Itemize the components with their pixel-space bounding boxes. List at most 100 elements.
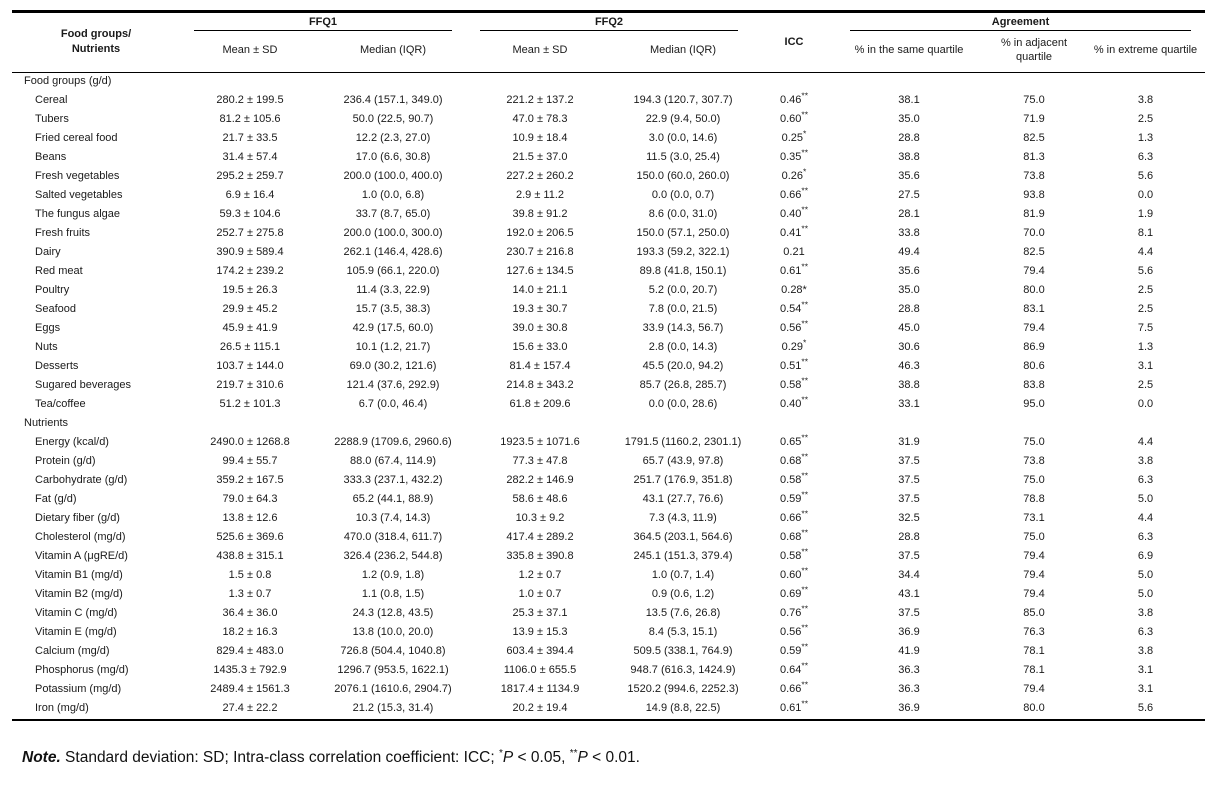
extreme-quartile-cell: 7.5 bbox=[1137, 322, 1154, 335]
ffq2-median-iqr-cell: 251.7 (176.9, 351.8) bbox=[633, 474, 733, 487]
column-header-ffq1-median-iqr: Median (IQR) bbox=[359, 44, 427, 57]
row-label: Calcium (mg/d) bbox=[35, 645, 110, 658]
column-group-agreement: Agreement bbox=[836, 12, 1205, 31]
icc-significance-stars: ** bbox=[801, 148, 809, 158]
adjacent-quartile-cell: 78.1 bbox=[1023, 664, 1045, 677]
extreme-quartile-cell: 2.5 bbox=[1137, 379, 1154, 392]
same-quartile-cell: 36.9 bbox=[898, 626, 920, 639]
ffq1-median-iqr-cell: 2288.9 (1709.6, 2960.6) bbox=[334, 436, 452, 449]
ffq1-median-iqr-cell: 17.0 (6.6, 30.8) bbox=[355, 151, 431, 164]
adjacent-quartile-cell: 73.8 bbox=[1023, 170, 1045, 183]
ffq2-median-iqr-cell: 89.8 (41.8, 150.1) bbox=[639, 265, 727, 278]
same-quartile-cell: 28.1 bbox=[898, 208, 920, 221]
ffq1-mean-sd-cell: 21.7 ± 33.5 bbox=[222, 132, 278, 145]
ffq1-median-iqr-cell: 1.2 (0.9, 1.8) bbox=[361, 569, 425, 582]
icc-significance-stars: ** bbox=[801, 528, 809, 538]
adjacent-quartile-cell: 79.4 bbox=[1023, 550, 1045, 563]
row-label: Fat (g/d) bbox=[35, 493, 77, 506]
row-label: Dietary fiber (g/d) bbox=[35, 512, 120, 525]
table-row: Dairy 390.9 ± 589.4 262.1 (146.4, 428.6) 23… bbox=[12, 244, 1205, 263]
row-label: Red meat bbox=[35, 265, 83, 278]
adjacent-quartile-cell: 81.3 bbox=[1023, 151, 1045, 164]
table-row: Poultry 19.5 ± 26.3 11.4 (3.3, 22.9) 14.0 ±… bbox=[12, 282, 1205, 301]
icc-cell: 0.54** bbox=[779, 300, 809, 316]
ffq1-mean-sd-cell: 19.5 ± 26.3 bbox=[222, 284, 278, 297]
ffq2-median-iqr-cell: 0.9 (0.6, 1.2) bbox=[651, 588, 715, 601]
row-label: Desserts bbox=[35, 360, 79, 373]
table-row: Cereal 280.2 ± 199.5 236.4 (157.1, 349.0) 2… bbox=[12, 92, 1205, 111]
ffq1-group-label: FFQ1 bbox=[194, 13, 452, 31]
ffq2-mean-sd-cell: 47.0 ± 78.3 bbox=[512, 113, 568, 126]
adjacent-quartile-cell: 82.5 bbox=[1023, 246, 1045, 259]
ffq2-mean-sd-cell: 214.8 ± 343.2 bbox=[506, 379, 574, 392]
icc-cell: 0.28* bbox=[781, 284, 807, 297]
ffq2-mean-sd-cell: 227.2 ± 260.2 bbox=[506, 170, 574, 183]
ffq1-mean-sd-cell: 280.2 ± 199.5 bbox=[216, 94, 284, 107]
adjacent-quartile-cell: 80.0 bbox=[1023, 284, 1045, 297]
table-row: Fresh fruits 252.7 ± 275.8 200.0 (100.0, 3… bbox=[12, 225, 1205, 244]
table-row: Beans 31.4 ± 57.4 17.0 (6.6, 30.8) 21.5 ± 3… bbox=[12, 149, 1205, 168]
adjacent-quartile-cell: 78.8 bbox=[1023, 493, 1045, 506]
ffq1-median-iqr-cell: 326.4 (236.2, 544.8) bbox=[343, 550, 443, 563]
agreement-group-label: Agreement bbox=[850, 13, 1192, 31]
extreme-quartile-cell: 5.6 bbox=[1137, 702, 1154, 715]
ffq1-median-iqr-cell: 65.2 (44.1, 88.9) bbox=[352, 493, 434, 506]
ffq2-median-iqr-cell: 0.0 (0.0, 28.6) bbox=[648, 398, 718, 411]
same-quartile-cell: 36.3 bbox=[898, 683, 920, 696]
same-quartile-cell: 37.5 bbox=[898, 607, 920, 620]
row-label: Beans bbox=[35, 151, 67, 164]
ffq1-mean-sd-cell: 359.2 ± 167.5 bbox=[216, 474, 284, 487]
ffq2-median-iqr-cell: 33.9 (14.3, 56.7) bbox=[642, 322, 724, 335]
ffq2-median-iqr-cell: 245.1 (151.3, 379.4) bbox=[633, 550, 733, 563]
icc-cell: 0.59** bbox=[779, 642, 809, 658]
ffq2-mean-sd-cell: 14.0 ± 21.1 bbox=[512, 284, 568, 297]
ffq2-mean-sd-cell: 19.3 ± 30.7 bbox=[512, 303, 568, 316]
ffq1-median-iqr-cell: 726.8 (504.4, 1040.8) bbox=[340, 645, 446, 658]
table-row: Tea/coffee 51.2 ± 101.3 6.7 (0.0, 46.4) 61.… bbox=[12, 396, 1205, 415]
ffq2-median-iqr-cell: 85.7 (26.8, 285.7) bbox=[639, 379, 727, 392]
row-label: Fried cereal food bbox=[35, 132, 118, 145]
extreme-quartile-cell: 3.1 bbox=[1137, 360, 1154, 373]
extreme-quartile-cell: 1.9 bbox=[1137, 208, 1154, 221]
table-row: Potassium (mg/d) 2489.4 ± 1561.3 2076.1 (1… bbox=[12, 681, 1205, 700]
icc-significance-stars: ** bbox=[801, 433, 809, 443]
ffq1-median-iqr-cell: 15.7 (3.5, 38.3) bbox=[355, 303, 431, 316]
ffq1-mean-sd-cell: 29.9 ± 45.2 bbox=[222, 303, 278, 316]
adjacent-quartile-cell: 80.0 bbox=[1023, 702, 1045, 715]
ffq1-median-iqr-cell: 200.0 (100.0, 300.0) bbox=[343, 227, 443, 240]
extreme-quartile-cell: 6.3 bbox=[1137, 151, 1154, 164]
extreme-quartile-cell: 1.3 bbox=[1137, 341, 1154, 354]
extreme-quartile-cell: 5.0 bbox=[1137, 493, 1154, 506]
ffq1-median-iqr-cell: 200.0 (100.0, 400.0) bbox=[343, 170, 443, 183]
ffq1-mean-sd-cell: 99.4 ± 55.7 bbox=[222, 455, 278, 468]
table-row: Tubers 81.2 ± 105.6 50.0 (22.5, 90.7) 47.0 … bbox=[12, 111, 1205, 130]
icc-cell: 0.64** bbox=[779, 661, 809, 677]
ffq1-median-iqr-cell: 105.9 (66.1, 220.0) bbox=[346, 265, 440, 278]
ffq2-mean-sd-cell: 10.9 ± 18.4 bbox=[512, 132, 568, 145]
column-header-icc: ICC bbox=[784, 36, 804, 49]
ffq1-mean-sd-cell: 2490.0 ± 1268.8 bbox=[210, 436, 290, 449]
column-header-ffq2-median-iqr: Median (IQR) bbox=[649, 44, 717, 57]
ffq1-median-iqr-cell: 10.1 (1.2, 21.7) bbox=[355, 341, 431, 354]
row-label: Dairy bbox=[35, 246, 61, 259]
table-row: Fried cereal food 21.7 ± 33.5 12.2 (2.3, 2… bbox=[12, 130, 1205, 149]
ffq1-median-iqr-cell: 470.0 (318.4, 611.7) bbox=[343, 531, 443, 544]
adjacent-quartile-cell: 75.0 bbox=[1023, 436, 1045, 449]
table-row: Vitamin B1 (mg/d) 1.5 ± 0.8 1.2 (0.9, 1.8)… bbox=[12, 567, 1205, 586]
table-row: Red meat 174.2 ± 239.2 105.9 (66.1, 220.0)… bbox=[12, 263, 1205, 282]
icc-cell: 0.66** bbox=[779, 186, 809, 202]
icc-significance-stars: ** bbox=[801, 509, 809, 519]
adjacent-quartile-cell: 79.4 bbox=[1023, 588, 1045, 601]
icc-cell: 0.76** bbox=[779, 604, 809, 620]
extreme-quartile-cell: 3.8 bbox=[1137, 645, 1154, 658]
same-quartile-cell: 46.3 bbox=[898, 360, 920, 373]
column-header-adjacent-quartile: % in adjacent quartile bbox=[1000, 37, 1068, 64]
icc-cell: 0.46** bbox=[779, 91, 809, 107]
icc-cell: 0.35** bbox=[779, 148, 809, 164]
ffq1-mean-sd-cell: 27.4 ± 22.2 bbox=[222, 702, 278, 715]
column-header-same-quartile: % in the same quartile bbox=[854, 44, 964, 57]
row-label: Eggs bbox=[35, 322, 61, 335]
ffq1-mean-sd-cell: 1435.3 ± 792.9 bbox=[213, 664, 287, 677]
footnote-p1: P bbox=[502, 748, 514, 766]
ffq1-mean-sd-cell: 295.2 ± 259.7 bbox=[216, 170, 284, 183]
